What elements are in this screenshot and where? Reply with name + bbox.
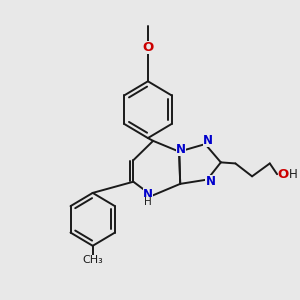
Text: N: N <box>176 142 186 155</box>
Text: H: H <box>289 168 298 181</box>
Text: N: N <box>143 188 153 201</box>
Text: CH₃: CH₃ <box>82 255 103 265</box>
Text: N: N <box>206 175 215 188</box>
Text: O: O <box>278 168 289 181</box>
Text: O: O <box>142 41 154 54</box>
Text: H: H <box>145 197 152 207</box>
Text: N: N <box>203 134 213 147</box>
